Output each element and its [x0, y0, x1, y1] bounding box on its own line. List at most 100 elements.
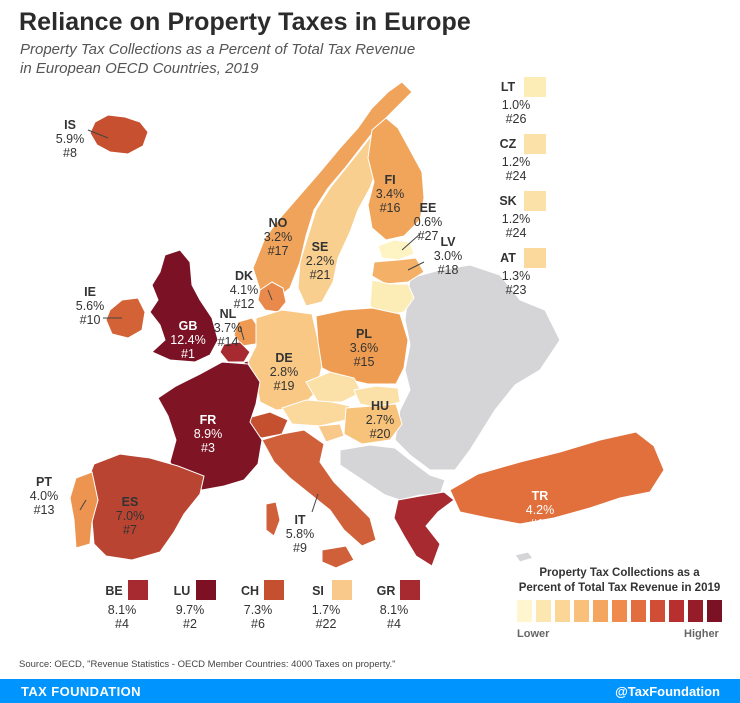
- country-value: 3.6%: [350, 341, 379, 355]
- country-code: SI: [312, 584, 324, 598]
- source-note: Source: OECD, "Revenue Statistics - OECD…: [19, 659, 396, 670]
- country-rank: #12: [234, 297, 255, 311]
- country-value: 3.2%: [264, 230, 293, 244]
- country-label-EE: EE0.6%#27: [414, 201, 443, 243]
- country-box-LU: LU 9.7%#2: [174, 580, 216, 631]
- country-code: PT: [36, 475, 52, 489]
- country-shape-PL: [315, 307, 409, 385]
- country-label-NO: NO3.2%#17: [264, 216, 293, 258]
- country-value: 8.1%: [380, 603, 409, 617]
- country-code: DE: [275, 351, 292, 365]
- map-subtitle-line2: in European OECD Countries, 2019: [20, 60, 259, 77]
- country-value: 3.4%: [376, 187, 405, 201]
- country-code: DK: [235, 269, 253, 283]
- country-code: IE: [84, 285, 96, 299]
- label-leader-lines: [79, 129, 425, 513]
- country-code: PL: [356, 327, 372, 341]
- country-swatch-LU: [196, 580, 216, 600]
- country-shape-FR: [157, 361, 263, 491]
- country-value: 5.9%: [56, 132, 85, 146]
- country-value: 8.1%: [108, 603, 137, 617]
- legend-swatch: [707, 600, 722, 622]
- country-label-TR: TR4.2%#11: [526, 489, 555, 531]
- country-code: NL: [220, 307, 237, 321]
- country-box-BE: BE 8.1%#4: [105, 580, 148, 631]
- country-label-SE: SE2.2%#21: [306, 240, 335, 282]
- country-rank: #11: [530, 517, 550, 531]
- map-title: Reliance on Property Taxes in Europe: [19, 8, 471, 36]
- country-rank: #13: [34, 503, 55, 517]
- country-rank: #7: [123, 523, 137, 537]
- country-box-SI: SI 1.7%#22: [312, 580, 352, 631]
- country-shape-FI: [367, 117, 425, 241]
- country-swatch-LT: [524, 77, 546, 97]
- legend-swatch: [650, 600, 665, 622]
- country-value: 0.6%: [414, 215, 443, 229]
- legend-swatch: [688, 600, 703, 622]
- country-rank: #15: [354, 355, 375, 369]
- country-code: AT: [500, 251, 516, 265]
- country-code: NO: [269, 216, 288, 230]
- country-box-AT: AT 1.3%#23: [500, 248, 546, 297]
- country-value: 12.4%: [170, 333, 205, 347]
- country-code: BE: [105, 584, 122, 598]
- map-subtitle-line1: Property Tax Collections as a Percent of…: [20, 41, 416, 58]
- country-value: 4.2%: [526, 503, 555, 517]
- country-label-PL: PL3.6%#15: [350, 327, 379, 369]
- country-rank: #24: [506, 226, 527, 240]
- country-label-LV: LV3.0%#18: [434, 235, 463, 277]
- country-code: TR: [532, 489, 549, 503]
- country-code: HU: [371, 399, 389, 413]
- country-code: LU: [174, 584, 191, 598]
- country-rank: #6: [251, 617, 265, 631]
- country-rank: #20: [370, 427, 391, 441]
- country-label-IT: IT5.8%#9: [286, 513, 315, 555]
- country-label-IE: IE5.6%#10: [76, 285, 105, 327]
- country-shape-ES: [87, 453, 205, 561]
- country-label-IS: IS5.9%#8: [56, 118, 85, 160]
- country-code: SE: [312, 240, 329, 254]
- country-code: GR: [377, 584, 396, 598]
- country-shape-SK: [353, 385, 401, 409]
- non-oecd-territory: [339, 264, 561, 563]
- country-code: IS: [64, 118, 76, 132]
- country-shape-DK: [257, 281, 287, 313]
- legend-scale: [517, 600, 722, 622]
- country-code: LV: [440, 235, 456, 249]
- country-rank: #26: [506, 112, 527, 126]
- country-rank: #21: [310, 268, 331, 282]
- legend-higher-label: Higher: [684, 628, 719, 640]
- country-rank: #3: [201, 441, 215, 455]
- country-rank: #1: [181, 347, 195, 361]
- country-value: 3.0%: [434, 249, 463, 263]
- country-value: 5.8%: [286, 527, 315, 541]
- country-value: 4.0%: [30, 489, 59, 503]
- country-value: 5.6%: [76, 299, 105, 313]
- country-value: 1.0%: [502, 98, 531, 112]
- country-rank: #27: [418, 229, 439, 243]
- country-box-GR: GR 8.1%#4: [377, 580, 420, 631]
- country-value: 9.7%: [176, 603, 205, 617]
- country-value: 1.2%: [502, 212, 531, 226]
- country-box-SK: SK 1.2%#24: [499, 191, 546, 240]
- country-label-NL: NL3.7%#14: [214, 307, 243, 349]
- country-rank: #4: [115, 617, 129, 631]
- footer-brand: TAX FOUNDATION: [21, 684, 141, 699]
- country-rank: #24: [506, 169, 527, 183]
- legend-swatch: [593, 600, 608, 622]
- country-value: 2.8%: [270, 365, 299, 379]
- country-box-CZ: CZ 1.2%#24: [500, 134, 546, 183]
- country-value: 4.1%: [230, 283, 259, 297]
- country-swatch-AT: [524, 248, 546, 268]
- country-code: FI: [384, 173, 395, 187]
- country-rank: #10: [80, 313, 101, 327]
- country-shape-GB: [149, 249, 219, 363]
- country-swatch-SI: [332, 580, 352, 600]
- country-code: FR: [200, 413, 217, 427]
- legend-swatch: [517, 600, 532, 622]
- country-shape-IT-sicily: [321, 545, 355, 569]
- footer-handle[interactable]: @TaxFoundation: [615, 684, 720, 699]
- country-rank: #16: [380, 201, 401, 215]
- country-label-DK: DK4.1%#12: [230, 269, 259, 311]
